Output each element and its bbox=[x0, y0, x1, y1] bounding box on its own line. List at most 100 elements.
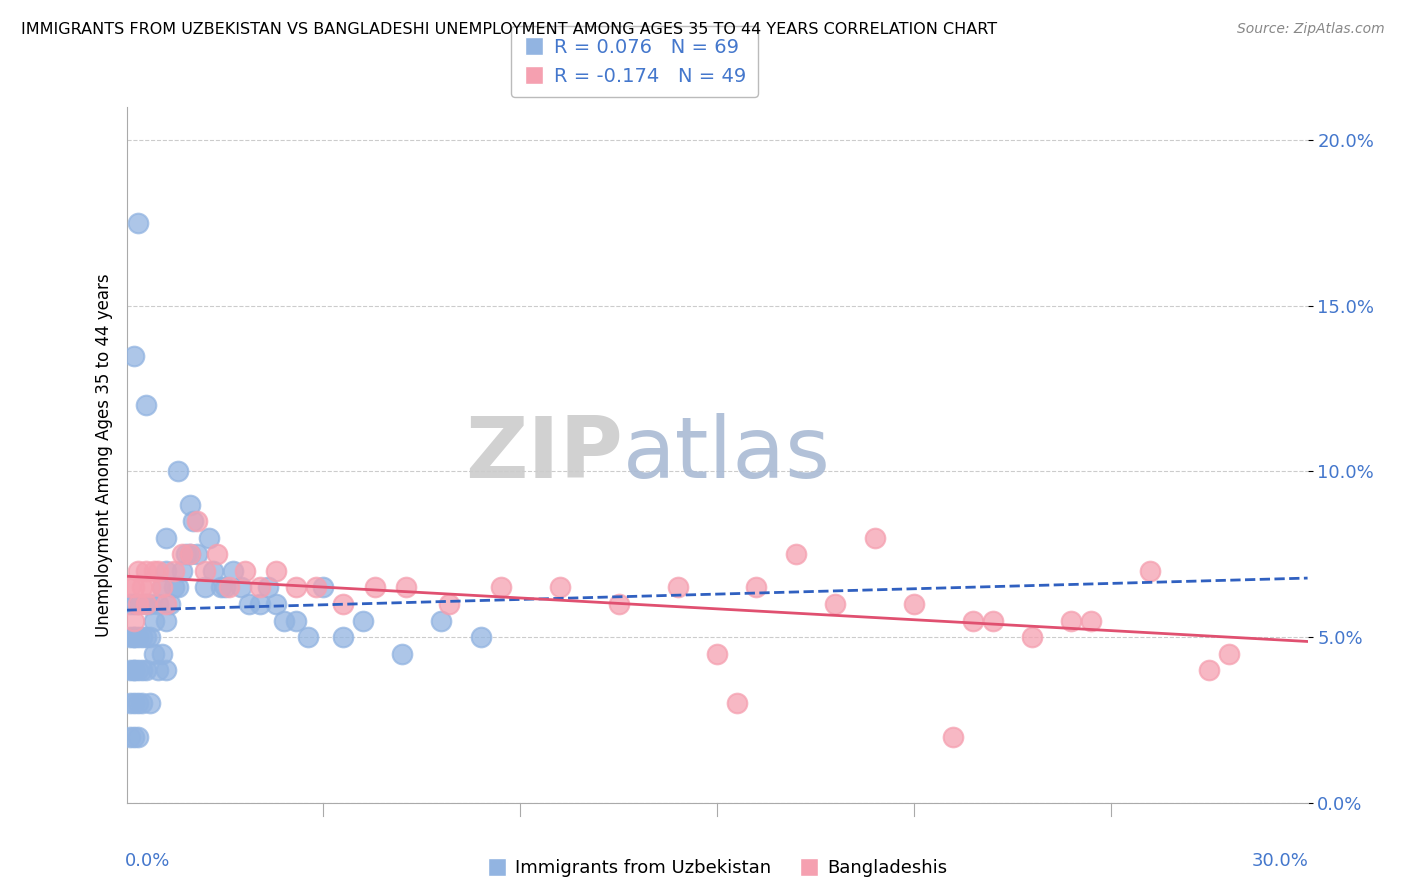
Point bbox=[124, 597, 146, 611]
Point bbox=[264, 597, 287, 611]
Point bbox=[1139, 564, 1161, 578]
Text: IMMIGRANTS FROM UZBEKISTAN VS BANGLADESHI UNEMPLOYMENT AMONG AGES 35 TO 44 YEARS: IMMIGRANTS FROM UZBEKISTAN VS BANGLADESH… bbox=[21, 22, 997, 37]
Point bbox=[124, 663, 146, 677]
Point bbox=[155, 597, 177, 611]
Point bbox=[273, 614, 295, 628]
Point bbox=[264, 564, 287, 578]
Point bbox=[174, 547, 197, 561]
Point bbox=[903, 597, 925, 611]
Point bbox=[332, 630, 354, 644]
Point bbox=[155, 614, 177, 628]
Point bbox=[249, 581, 271, 595]
Point bbox=[439, 597, 461, 611]
Point bbox=[209, 581, 232, 595]
Point bbox=[135, 597, 157, 611]
Text: ZIP: ZIP bbox=[465, 413, 623, 497]
Point bbox=[170, 564, 193, 578]
Point bbox=[1198, 663, 1220, 677]
Point bbox=[186, 547, 208, 561]
Point bbox=[352, 614, 374, 628]
Point bbox=[159, 597, 181, 611]
Point bbox=[127, 597, 149, 611]
Point bbox=[155, 564, 177, 578]
Point bbox=[124, 614, 146, 628]
Point bbox=[470, 630, 492, 644]
Y-axis label: Unemployment Among Ages 35 to 44 years: Unemployment Among Ages 35 to 44 years bbox=[94, 273, 112, 637]
Point bbox=[222, 564, 245, 578]
Point bbox=[124, 730, 146, 744]
Point bbox=[284, 581, 307, 595]
Point bbox=[1060, 614, 1083, 628]
Point bbox=[214, 581, 236, 595]
Point bbox=[179, 498, 201, 512]
Point bbox=[981, 614, 1004, 628]
Text: 30.0%: 30.0% bbox=[1251, 852, 1309, 870]
Point bbox=[194, 564, 217, 578]
Point bbox=[1080, 614, 1102, 628]
Point bbox=[785, 547, 807, 561]
Point bbox=[186, 514, 208, 528]
Point bbox=[120, 597, 142, 611]
Point bbox=[863, 531, 886, 545]
Point bbox=[139, 697, 162, 711]
Point bbox=[127, 597, 149, 611]
Point bbox=[131, 663, 153, 677]
Point bbox=[150, 581, 173, 595]
Point bbox=[120, 697, 142, 711]
Point bbox=[297, 630, 319, 644]
Point bbox=[135, 630, 157, 644]
Point bbox=[179, 547, 201, 561]
Point bbox=[135, 597, 157, 611]
Legend: Immigrants from Uzbekistan, Bangladeshis: Immigrants from Uzbekistan, Bangladeshis bbox=[479, 852, 955, 884]
Point bbox=[1218, 647, 1240, 661]
Point bbox=[1021, 630, 1043, 644]
Text: 0.0%: 0.0% bbox=[125, 852, 170, 870]
Point bbox=[120, 630, 142, 644]
Point bbox=[127, 630, 149, 644]
Point bbox=[179, 547, 201, 561]
Point bbox=[146, 663, 169, 677]
Point bbox=[139, 630, 162, 644]
Point bbox=[127, 730, 149, 744]
Point bbox=[706, 647, 728, 661]
Point bbox=[150, 647, 173, 661]
Point bbox=[198, 531, 221, 545]
Point bbox=[120, 730, 142, 744]
Point bbox=[170, 547, 193, 561]
Point bbox=[607, 597, 630, 611]
Point bbox=[163, 564, 186, 578]
Point bbox=[150, 581, 173, 595]
Point bbox=[131, 630, 153, 644]
Point bbox=[127, 697, 149, 711]
Point bbox=[489, 581, 512, 595]
Point bbox=[218, 581, 240, 595]
Point bbox=[135, 663, 157, 677]
Point bbox=[131, 697, 153, 711]
Point bbox=[391, 647, 413, 661]
Point bbox=[120, 663, 142, 677]
Point bbox=[284, 614, 307, 628]
Point bbox=[194, 581, 217, 595]
Point bbox=[120, 581, 142, 595]
Point bbox=[395, 581, 418, 595]
Text: atlas: atlas bbox=[623, 413, 831, 497]
Point bbox=[124, 581, 146, 595]
Point bbox=[124, 697, 146, 711]
Point bbox=[249, 597, 271, 611]
Point bbox=[229, 581, 252, 595]
Point bbox=[135, 398, 157, 412]
Point bbox=[143, 614, 166, 628]
Point bbox=[183, 514, 205, 528]
Point bbox=[962, 614, 984, 628]
Point bbox=[666, 581, 689, 595]
Point bbox=[233, 564, 256, 578]
Point bbox=[131, 581, 153, 595]
Point bbox=[124, 630, 146, 644]
Point bbox=[548, 581, 571, 595]
Point bbox=[257, 581, 280, 595]
Point bbox=[202, 564, 225, 578]
Point bbox=[725, 697, 748, 711]
Point bbox=[824, 597, 846, 611]
Point bbox=[155, 531, 177, 545]
Point bbox=[127, 663, 149, 677]
